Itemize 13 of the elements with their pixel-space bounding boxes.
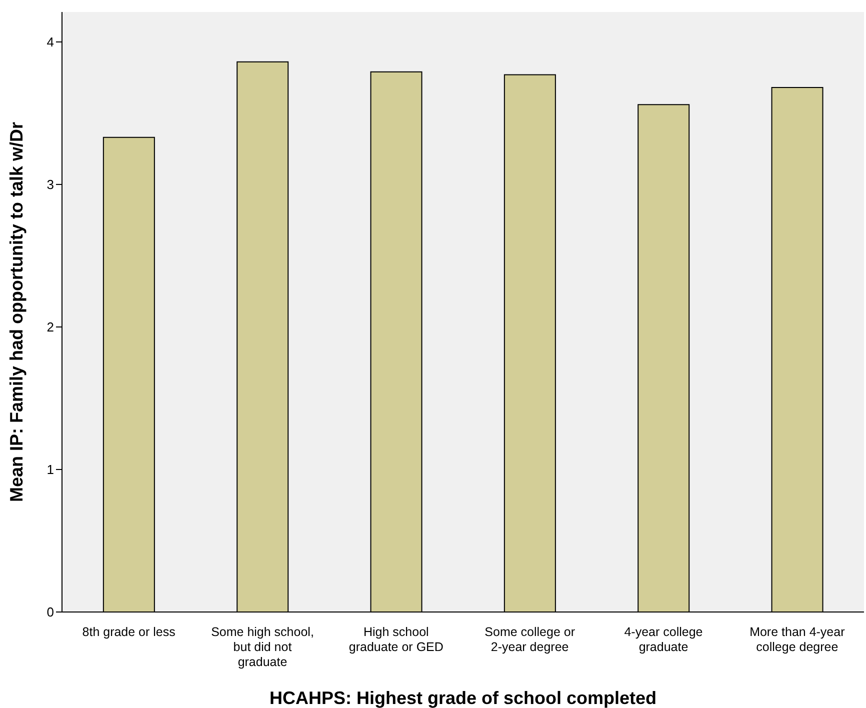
x-tick-label: 4-year college graduate	[624, 625, 703, 654]
y-tick-label: 1	[46, 462, 54, 478]
x-tick-label: 8th grade or less	[82, 625, 176, 639]
x-tick-label: High school graduate or GED	[348, 625, 444, 654]
y-tick-label: 4	[46, 34, 54, 50]
x-tick-label: Some college or 2-year degree	[484, 625, 575, 654]
y-tick-label: 2	[46, 320, 54, 335]
y-tick-label: 0	[46, 604, 54, 620]
x-axis-title: HCAHPS: Highest grade of school completed	[269, 688, 657, 708]
x-tick-label: Some high school, but did not graduate	[211, 625, 314, 669]
y-tick-label: 3	[46, 177, 54, 192]
y-axis-title: Mean IP: Family had opportunity to talk w/Dr	[6, 122, 26, 502]
x-tick-label: More than 4-year college degree	[750, 625, 845, 654]
